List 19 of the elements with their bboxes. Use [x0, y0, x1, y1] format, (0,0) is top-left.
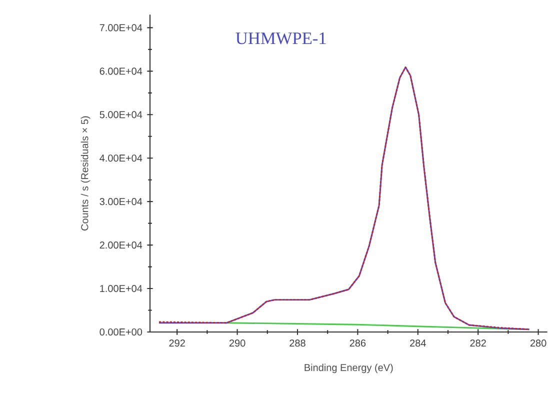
x-tick-label: 290 — [229, 340, 246, 347]
text: UHMWPE-1 — [236, 32, 326, 44]
y-tick-label: 0.00E+00 — [100, 328, 142, 336]
x-tick-label: 288 — [290, 340, 306, 347]
y-tick-label: 7.00E+04 — [100, 24, 142, 32]
y-tick-label: 5.00E+04 — [100, 111, 142, 118]
x-tick-label: 282 — [470, 340, 486, 347]
x-tick-label: 280 — [530, 340, 546, 347]
x-tick-label: 286 — [350, 340, 366, 347]
line-series — [158, 66, 530, 330]
y-tick-label: 1.00E+04 — [100, 284, 142, 292]
x-axis-title: Binding Energy (eV) — [304, 364, 393, 374]
x-tick-label: 292 — [169, 340, 185, 347]
y-tick-label: 4.00E+04 — [100, 154, 142, 162]
y-tick-label: 2.00E+04 — [100, 242, 142, 249]
x-tick-label: 284 — [410, 340, 426, 347]
y-tick-label: 6.00E+04 — [100, 68, 142, 75]
y-axis-title: Counts / s (Residuals × 5) — [80, 116, 90, 230]
y-tick-label: 3.00E+04 — [100, 198, 142, 206]
